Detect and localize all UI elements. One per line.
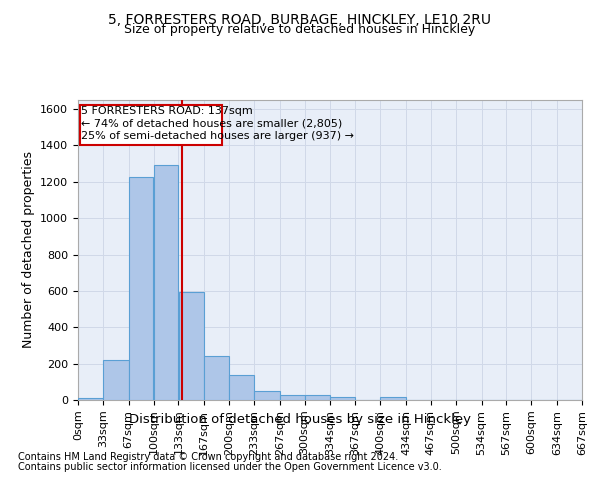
Text: Size of property relative to detached houses in Hinckley: Size of property relative to detached ho… (124, 24, 476, 36)
Bar (254, 391, 280, 400)
Text: Contains public sector information licensed under the Open Government Licence v3: Contains public sector information licen… (18, 462, 442, 472)
Text: Distribution of detached houses by size in Hinckley: Distribution of detached houses by size … (129, 412, 471, 426)
Text: 5 FORRESTERS ROAD: 137sqm: 5 FORRESTERS ROAD: 137sqm (80, 106, 252, 116)
Text: 25% of semi-detached houses are larger (937) →: 25% of semi-detached houses are larger (… (80, 132, 353, 141)
Text: Contains HM Land Registry data © Crown copyright and database right 2024.: Contains HM Land Registry data © Crown c… (18, 452, 398, 462)
Bar (305, 396, 330, 400)
Bar (331, 398, 355, 400)
Bar (179, 292, 204, 400)
Bar (205, 356, 229, 400)
Bar (229, 376, 254, 400)
Text: ← 74% of detached houses are smaller (2,805): ← 74% of detached houses are smaller (2,… (80, 118, 342, 128)
Bar (129, 178, 154, 400)
FancyBboxPatch shape (80, 106, 221, 146)
Bar (78, 398, 103, 400)
Y-axis label: Number of detached properties: Number of detached properties (22, 152, 35, 348)
Text: 5, FORRESTERS ROAD, BURBAGE, HINCKLEY, LE10 2RU: 5, FORRESTERS ROAD, BURBAGE, HINCKLEY, L… (109, 12, 491, 26)
Bar (380, 398, 406, 400)
Bar (280, 394, 305, 400)
Bar (103, 360, 128, 400)
Bar (154, 164, 178, 400)
